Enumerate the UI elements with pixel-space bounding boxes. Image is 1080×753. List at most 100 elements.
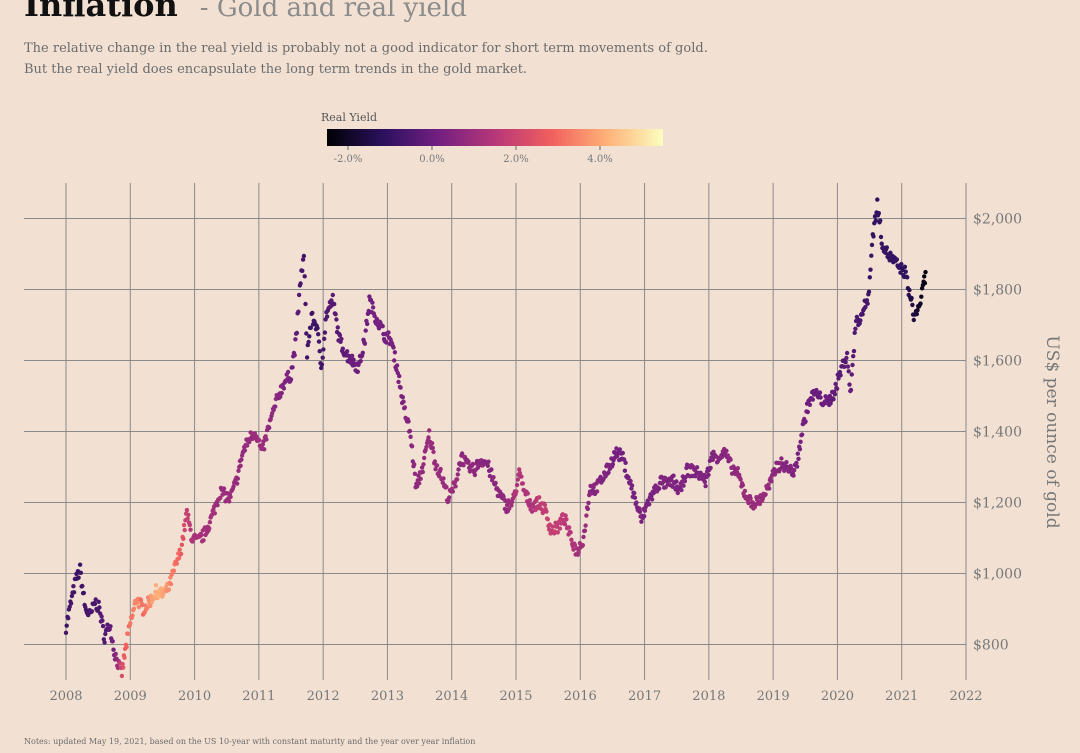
data-point — [68, 601, 74, 606]
data-point — [914, 311, 919, 317]
data-point — [199, 532, 204, 538]
data-point — [851, 348, 857, 354]
data-point — [308, 325, 313, 330]
data-point — [185, 516, 190, 521]
data-point — [554, 523, 560, 529]
data-point — [614, 446, 619, 451]
data-point — [236, 468, 241, 473]
data-point — [682, 479, 688, 484]
chart-title: Inflation — [24, 0, 178, 24]
data-point — [294, 330, 300, 336]
data-point — [907, 287, 912, 293]
chart-description: The relative change in the real yield is… — [24, 38, 708, 80]
data-point — [81, 590, 87, 596]
data-point — [304, 331, 309, 336]
data-point — [875, 197, 880, 202]
data-point — [629, 483, 635, 488]
data-point — [620, 450, 625, 456]
data-point — [450, 489, 455, 494]
data-point — [634, 500, 639, 505]
data-point — [763, 492, 768, 497]
data-point — [392, 350, 398, 355]
data-point — [507, 506, 512, 511]
data-point — [421, 462, 426, 467]
y-tick-label: $1,400 — [973, 425, 1022, 441]
data-point — [332, 301, 337, 307]
legend-title: Real Yield — [321, 111, 377, 124]
data-point — [115, 665, 121, 671]
data-point — [397, 373, 402, 379]
data-point — [69, 593, 75, 599]
data-point — [63, 630, 69, 635]
data-point — [853, 326, 858, 331]
data-point — [358, 359, 363, 364]
data-point — [273, 404, 278, 409]
data-point — [509, 499, 515, 505]
data-point — [557, 526, 563, 531]
y-tick-label: $800 — [973, 638, 1009, 654]
data-point — [922, 274, 927, 279]
data-point — [401, 399, 406, 404]
data-point — [102, 640, 107, 645]
data-point — [419, 465, 425, 470]
data-point — [873, 218, 878, 223]
data-point — [171, 568, 177, 573]
data-point — [834, 386, 840, 391]
data-point — [270, 411, 275, 416]
data-point — [293, 337, 298, 342]
data-point — [580, 543, 585, 548]
data-point — [363, 328, 368, 333]
data-point — [235, 476, 240, 481]
data-point — [486, 459, 491, 464]
data-point — [794, 460, 799, 466]
data-point — [810, 397, 815, 402]
data-point — [301, 253, 307, 259]
data-point — [757, 501, 763, 507]
data-point — [316, 332, 321, 337]
x-tick-label: 2012 — [307, 689, 340, 704]
data-point — [844, 350, 850, 356]
data-point — [805, 409, 810, 415]
data-point — [642, 514, 647, 519]
data-point — [306, 339, 311, 345]
data-point — [362, 341, 368, 346]
data-point — [148, 603, 153, 609]
data-point — [903, 269, 908, 274]
data-point — [431, 449, 436, 455]
legend-tick-label: 0.0% — [419, 154, 444, 165]
data-point — [432, 459, 438, 464]
data-point — [694, 465, 700, 470]
data-point — [748, 496, 753, 501]
data-point — [910, 302, 915, 308]
data-point — [645, 498, 650, 503]
data-point — [380, 324, 385, 329]
data-point — [320, 355, 325, 360]
data-point — [334, 317, 339, 322]
data-point — [576, 550, 581, 555]
data-point — [100, 618, 105, 623]
chart-notes: Notes: updated May 19, 2021, based on th… — [24, 737, 476, 746]
data-point — [153, 583, 159, 588]
data-point — [113, 651, 118, 657]
data-point — [858, 318, 863, 323]
data-point — [290, 365, 295, 370]
x-tick-label: 2020 — [821, 689, 854, 704]
data-point — [869, 242, 875, 248]
data-point — [485, 463, 490, 468]
data-point — [911, 317, 916, 323]
data-point — [797, 447, 803, 452]
data-point — [876, 211, 881, 216]
data-point — [675, 490, 680, 496]
data-point — [610, 462, 615, 467]
data-point — [430, 445, 435, 451]
data-point — [455, 472, 460, 477]
data-point — [794, 464, 800, 469]
data-point — [724, 448, 729, 453]
data-point — [234, 481, 240, 486]
data-point — [319, 365, 324, 371]
data-point — [398, 385, 403, 390]
data-point — [281, 386, 287, 391]
data-point — [854, 314, 860, 320]
data-point — [850, 362, 855, 368]
data-point — [679, 487, 684, 493]
